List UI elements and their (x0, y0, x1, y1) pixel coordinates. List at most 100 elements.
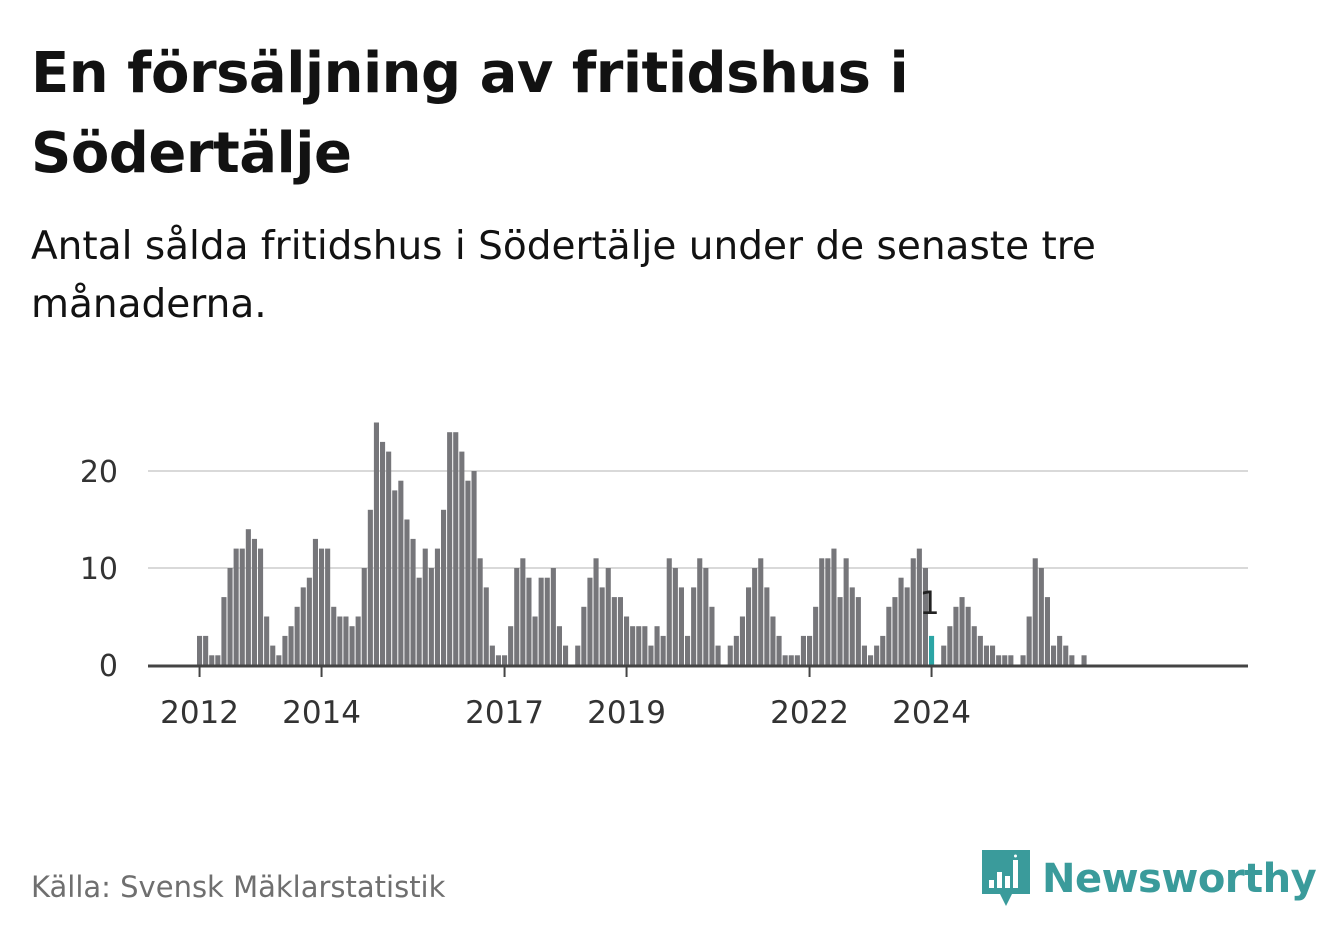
brand-logo[interactable]: Newsworthy (980, 848, 1317, 910)
bar (258, 548, 264, 665)
bar (672, 568, 678, 665)
bar (556, 626, 562, 665)
bar (794, 655, 800, 665)
bar (990, 645, 996, 665)
bar (532, 616, 538, 665)
bar (239, 548, 245, 665)
bar (636, 626, 642, 665)
bar (770, 616, 776, 665)
bar (904, 587, 910, 665)
bar (855, 597, 861, 665)
bar (215, 655, 221, 665)
bar (587, 577, 593, 665)
bar (319, 548, 325, 665)
bar (300, 587, 306, 665)
bar (1063, 645, 1069, 665)
bar (477, 558, 483, 665)
bar (416, 577, 422, 665)
bar (526, 577, 532, 665)
bar (1038, 568, 1044, 665)
bar (306, 577, 312, 665)
bar (624, 616, 630, 665)
bar (611, 597, 617, 665)
bar (581, 606, 587, 665)
bar (861, 645, 867, 665)
bar (209, 655, 215, 665)
bar (697, 558, 703, 665)
bar (666, 558, 672, 665)
bar (203, 635, 209, 665)
bar (331, 606, 337, 665)
bar (538, 577, 544, 665)
bar (337, 616, 343, 665)
bar (380, 441, 386, 665)
bar (270, 645, 276, 665)
bar (715, 645, 721, 665)
bar (843, 558, 849, 665)
bar (953, 606, 959, 665)
bar (648, 645, 654, 665)
bar (788, 655, 794, 665)
bar-chart: 0 10 20 2012 2014 2017 2019 2022 2024 1 (80, 422, 1248, 731)
bar (550, 568, 556, 665)
bar (996, 655, 1002, 665)
bar (849, 587, 855, 665)
bar (367, 509, 373, 665)
bar (800, 635, 806, 665)
source-note: Källa: Svensk Mäklarstatistik (31, 870, 446, 904)
x-tick-label: 2017 (465, 695, 544, 731)
bar (764, 587, 770, 665)
bar (977, 635, 983, 665)
bar (294, 606, 300, 665)
bar (197, 635, 203, 665)
bar (691, 587, 697, 665)
bar (544, 577, 550, 665)
bar (886, 606, 892, 665)
highlight-value-label: 1 (919, 584, 939, 622)
bar (709, 606, 715, 665)
bar (599, 587, 605, 665)
bar (361, 568, 367, 665)
bar (922, 568, 928, 665)
bar-highlight (929, 635, 935, 665)
bar (837, 597, 843, 665)
bar (941, 645, 947, 665)
bar (282, 635, 288, 665)
bar (508, 626, 514, 665)
bar (813, 606, 819, 665)
bar (630, 626, 636, 665)
x-tick-label: 2019 (587, 695, 666, 731)
bar (563, 645, 569, 665)
bar (605, 568, 611, 665)
y-tick-label: 0 (99, 649, 118, 684)
bar (392, 490, 398, 665)
bar (465, 480, 471, 665)
bar (971, 626, 977, 665)
bar (685, 635, 691, 665)
x-tick-label: 2012 (160, 695, 239, 731)
bar (758, 558, 764, 665)
bar (398, 480, 404, 665)
bar (727, 645, 733, 665)
bar (898, 577, 904, 665)
bar (410, 538, 416, 665)
bar (819, 558, 825, 665)
bar (807, 635, 813, 665)
bar (276, 655, 282, 665)
bar (453, 432, 459, 665)
bar (1008, 655, 1014, 665)
bar (422, 548, 428, 665)
bar (1032, 558, 1038, 665)
brand-name: Newsworthy (1042, 856, 1317, 902)
bar (245, 529, 251, 665)
bar (1057, 635, 1063, 665)
bar (373, 422, 379, 665)
bar (483, 587, 489, 665)
bar (880, 635, 886, 665)
bar (782, 655, 788, 665)
bar (1020, 655, 1026, 665)
x-tick-label: 2022 (770, 695, 849, 731)
bar (343, 616, 349, 665)
bar (233, 548, 239, 665)
bar (1044, 597, 1050, 665)
